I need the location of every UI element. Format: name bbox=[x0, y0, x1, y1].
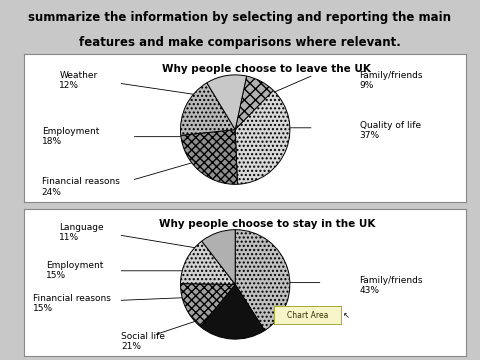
Text: Social life
21%: Social life 21% bbox=[121, 332, 165, 351]
Text: Why people choose to stay in the UK: Why people choose to stay in the UK bbox=[159, 219, 375, 229]
Text: Family/friends
9%: Family/friends 9% bbox=[360, 71, 423, 90]
Text: Financial reasons
24%: Financial reasons 24% bbox=[42, 177, 120, 197]
Text: Chart Area: Chart Area bbox=[287, 310, 328, 320]
Wedge shape bbox=[207, 75, 247, 130]
Wedge shape bbox=[202, 230, 235, 284]
Text: Why people choose to leave the UK: Why people choose to leave the UK bbox=[162, 64, 372, 74]
Text: Financial reasons
15%: Financial reasons 15% bbox=[33, 293, 111, 313]
Text: Employment
18%: Employment 18% bbox=[42, 127, 99, 147]
Text: Employment
15%: Employment 15% bbox=[46, 261, 104, 280]
Wedge shape bbox=[180, 83, 235, 135]
Text: Language
11%: Language 11% bbox=[60, 223, 104, 242]
Text: features and make comparisons where relevant.: features and make comparisons where rele… bbox=[79, 36, 401, 49]
Text: Quality of life
37%: Quality of life 37% bbox=[360, 121, 421, 140]
Wedge shape bbox=[235, 90, 290, 184]
Text: Family/friends
43%: Family/friends 43% bbox=[360, 276, 423, 295]
Wedge shape bbox=[181, 130, 238, 184]
Wedge shape bbox=[180, 284, 235, 327]
Text: ↖: ↖ bbox=[343, 312, 350, 321]
Wedge shape bbox=[180, 241, 235, 284]
Wedge shape bbox=[201, 284, 264, 339]
Text: summarize the information by selecting and reporting the main: summarize the information by selecting a… bbox=[28, 11, 452, 24]
Wedge shape bbox=[235, 76, 274, 130]
Wedge shape bbox=[235, 230, 290, 330]
Text: Weather
12%: Weather 12% bbox=[60, 71, 97, 90]
